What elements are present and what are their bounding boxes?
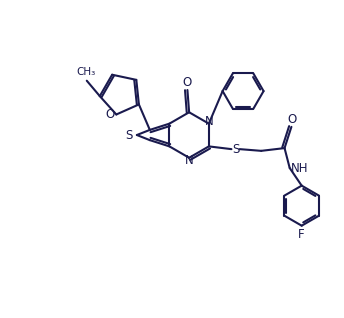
Text: O: O (288, 113, 297, 126)
Text: N: N (184, 154, 193, 167)
Text: N: N (205, 115, 214, 128)
Text: S: S (232, 143, 239, 156)
Text: S: S (126, 128, 133, 142)
Text: F: F (298, 228, 305, 241)
Text: CH₃: CH₃ (76, 67, 96, 77)
Text: NH: NH (291, 162, 308, 175)
Text: O: O (106, 108, 115, 121)
Text: O: O (183, 76, 192, 89)
